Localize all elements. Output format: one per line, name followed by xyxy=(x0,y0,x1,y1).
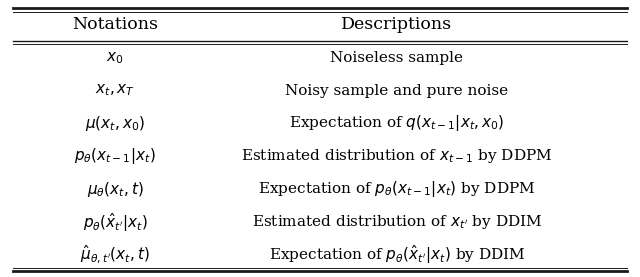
Text: $\mu(x_t, x_0)$: $\mu(x_t, x_0)$ xyxy=(85,114,145,133)
Text: Noisy sample and pure noise: Noisy sample and pure noise xyxy=(285,84,508,98)
Text: $\mu_{\theta}(x_t, t)$: $\mu_{\theta}(x_t, t)$ xyxy=(87,180,143,199)
Text: $x_0$: $x_0$ xyxy=(106,50,124,65)
Text: Estimated distribution of $x_{t-1}$ by DDPM: Estimated distribution of $x_{t-1}$ by D… xyxy=(241,147,552,165)
Text: Expectation of $p_{\theta}(\hat{x}_{t'}|x_t)$ by DDIM: Expectation of $p_{\theta}(\hat{x}_{t'}|… xyxy=(269,243,525,266)
Text: Descriptions: Descriptions xyxy=(341,16,452,33)
Text: Expectation of $p_{\theta}(x_{t-1}|x_t)$ by DDPM: Expectation of $p_{\theta}(x_{t-1}|x_t)$… xyxy=(258,179,536,199)
Text: $x_t, x_T$: $x_t, x_T$ xyxy=(95,83,135,98)
Text: Estimated distribution of $x_{t'}$ by DDIM: Estimated distribution of $x_{t'}$ by DD… xyxy=(252,213,542,231)
Text: Expectation of $q(x_{t-1}|x_t, x_0)$: Expectation of $q(x_{t-1}|x_t, x_0)$ xyxy=(289,114,504,134)
Text: Noiseless sample: Noiseless sample xyxy=(330,51,463,65)
Text: $p_{\theta}(\hat{x}_{t'}|x_t)$: $p_{\theta}(\hat{x}_{t'}|x_t)$ xyxy=(83,211,148,234)
Text: $p_{\theta}(x_{t-1}|x_t)$: $p_{\theta}(x_{t-1}|x_t)$ xyxy=(74,146,156,166)
Text: Notations: Notations xyxy=(72,16,158,33)
Text: $\hat{\mu}_{\theta,t'}(x_t, t)$: $\hat{\mu}_{\theta,t'}(x_t, t)$ xyxy=(80,244,150,266)
